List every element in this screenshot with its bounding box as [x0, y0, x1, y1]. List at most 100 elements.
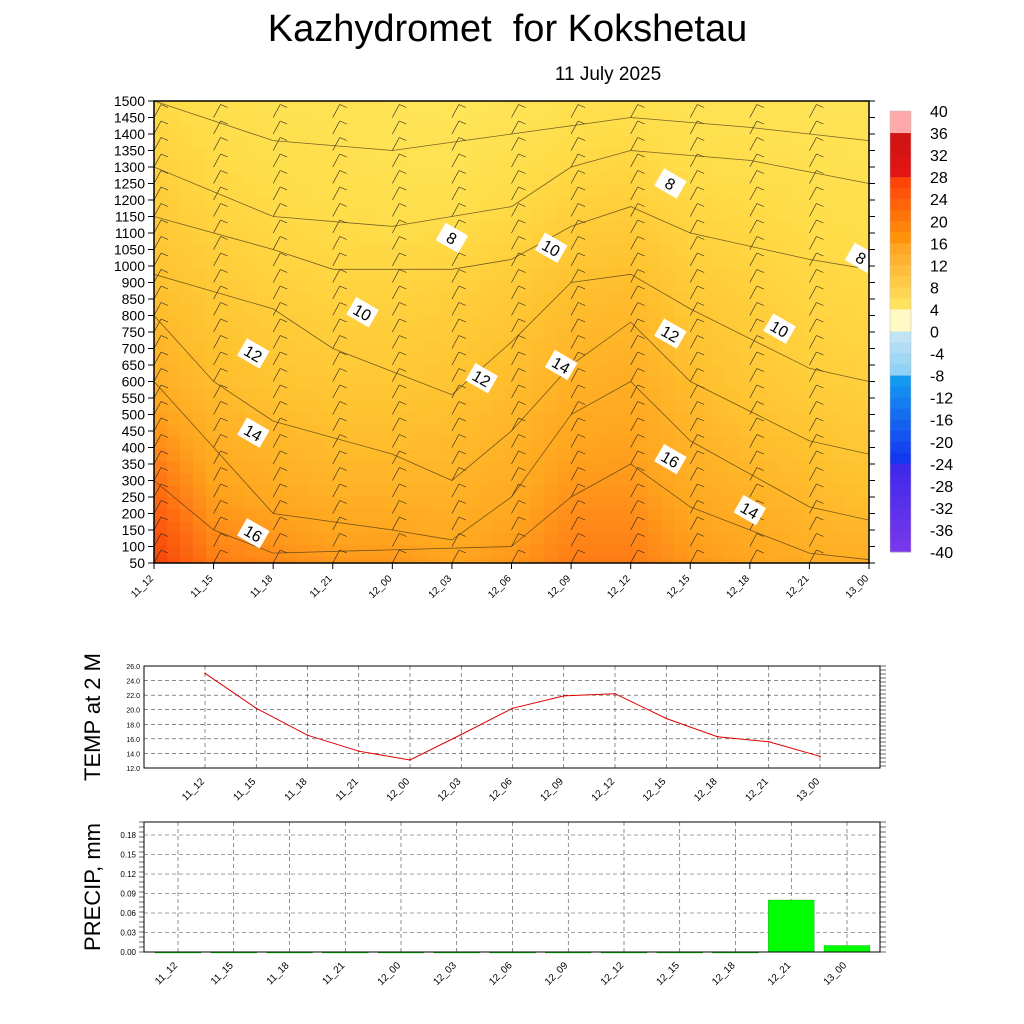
heat-cell	[726, 257, 740, 270]
y-tick-label: 1500	[114, 93, 145, 109]
heat-cell	[414, 437, 428, 450]
heat-cell	[505, 533, 519, 546]
heat-cell	[414, 497, 428, 510]
contour-label: 8	[435, 222, 469, 254]
wind-barb-flag	[697, 236, 705, 240]
wind-barb	[272, 153, 281, 168]
heat-cell	[713, 401, 727, 414]
heat-cell	[700, 197, 714, 210]
heat-cell	[479, 245, 493, 258]
wind-barb-flag	[816, 186, 824, 191]
heat-cell	[492, 209, 506, 222]
heat-cell	[570, 557, 584, 563]
heat-cell	[648, 101, 662, 114]
heat-cell	[635, 485, 649, 498]
wind-barb	[869, 88, 876, 101]
heat-cell	[518, 305, 532, 318]
y-tick-label: 1300	[114, 159, 145, 175]
chart-subtitle: 11 July 2025	[554, 64, 662, 85]
heat-cell	[349, 245, 363, 258]
colorbar-segment	[890, 133, 911, 145]
heat-cell	[362, 197, 376, 210]
heat-cell	[544, 341, 558, 354]
heat-cell	[713, 125, 727, 138]
heat-cell	[232, 461, 246, 474]
heat-cell	[518, 269, 532, 282]
wind-barb	[511, 351, 519, 366]
heat-cell	[635, 377, 649, 390]
heat-cell	[258, 401, 272, 414]
heat-cell	[791, 485, 805, 498]
wind-barb-flag	[876, 88, 883, 91]
heat-cell	[219, 317, 233, 330]
heat-cell	[505, 317, 519, 330]
heat-cell	[765, 221, 779, 234]
wind-barb-flag	[697, 170, 705, 174]
heat-cell	[648, 533, 662, 546]
heat-cell	[375, 161, 389, 174]
heat-cell	[583, 509, 597, 522]
heat-cell	[856, 161, 869, 174]
heat-cell	[570, 185, 584, 198]
heat-cell	[310, 305, 324, 318]
heat-cell	[713, 173, 727, 186]
heat-cell	[596, 233, 610, 246]
wind-barb	[213, 500, 221, 514]
heat-cell	[440, 353, 454, 366]
heat-cell	[804, 161, 818, 174]
heat-cell	[700, 341, 714, 354]
heat-cell	[778, 461, 792, 474]
heat-cell	[414, 365, 428, 378]
wind-barb	[392, 285, 400, 300]
heat-cell	[466, 101, 480, 114]
heat-cell	[388, 221, 402, 234]
heat-cell	[336, 209, 350, 222]
heat-cell	[700, 137, 714, 150]
heat-cell	[362, 245, 376, 258]
heat-cell	[297, 449, 311, 462]
wind-barb-flag	[876, 237, 883, 240]
heat-cell	[297, 461, 311, 474]
wind-barb-flag	[458, 401, 467, 405]
heat-cell	[622, 269, 636, 282]
heat-cell	[752, 281, 766, 294]
heat-cell	[596, 281, 610, 294]
heat-cell	[674, 257, 688, 270]
heat-cell	[687, 497, 701, 510]
heat-cell	[388, 185, 402, 198]
contour-label-text: 12	[469, 368, 493, 392]
wind-barb	[451, 500, 460, 514]
heat-cell	[713, 449, 727, 462]
heat-cell	[284, 257, 298, 270]
wind-barb-flag	[876, 534, 883, 537]
heat-cell	[661, 545, 675, 558]
heat-cell	[362, 161, 376, 174]
heat-cell	[648, 293, 662, 306]
heat-cell	[219, 173, 233, 186]
heat-cell	[375, 197, 389, 210]
heat-cell	[635, 149, 649, 162]
wind-barb-flag	[756, 104, 764, 108]
wind-barb-flag	[399, 516, 407, 521]
heat-cell	[687, 317, 701, 330]
heat-cell	[479, 293, 493, 306]
heat-cell	[167, 473, 181, 486]
heat-cell	[622, 329, 636, 342]
heat-cell	[349, 281, 363, 294]
wind-barb	[630, 533, 638, 547]
heat-cell	[557, 449, 571, 462]
heat-cell	[258, 221, 272, 234]
wind-barb-flag	[220, 236, 228, 240]
heat-cell	[596, 173, 610, 186]
heat-cell	[297, 533, 311, 546]
heat-cell	[700, 245, 714, 258]
heat-cell	[609, 125, 623, 138]
heat-cell	[479, 197, 493, 210]
heat-cell	[193, 185, 207, 198]
heat-cell	[206, 233, 220, 246]
heat-cell	[791, 353, 805, 366]
wind-barb-flag	[280, 533, 288, 537]
heat-cell	[323, 101, 337, 114]
heat-cell	[856, 269, 869, 282]
heat-cell	[583, 305, 597, 318]
